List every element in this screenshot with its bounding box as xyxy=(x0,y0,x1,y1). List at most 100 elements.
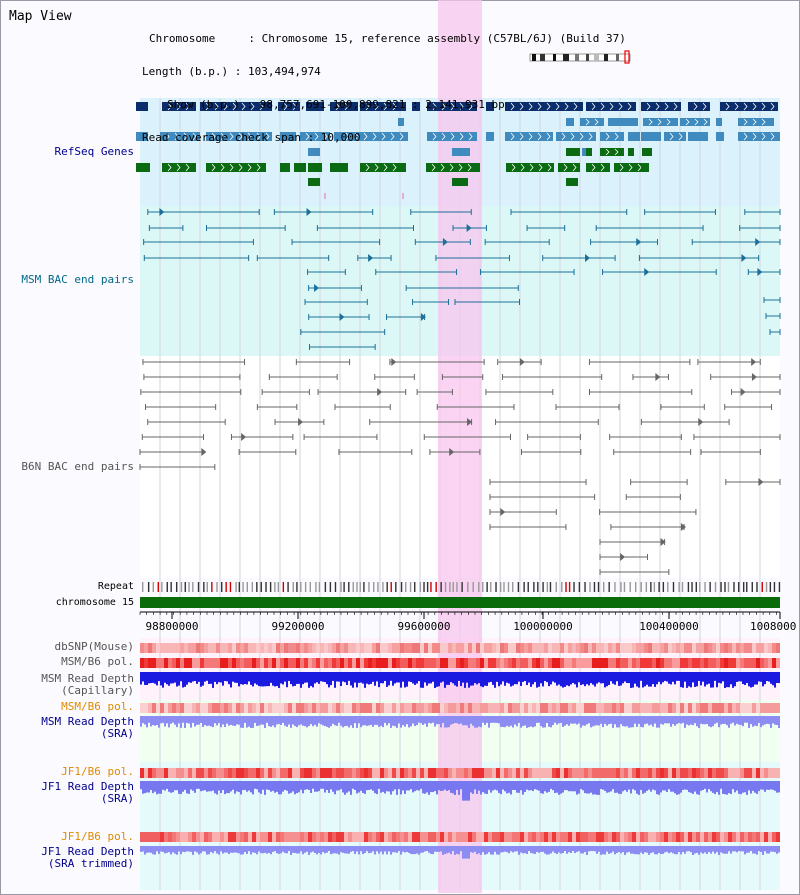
read-depth-bar xyxy=(590,716,592,728)
track-label-refseq-genes[interactable]: RefSeq Genes xyxy=(54,145,134,158)
read-depth-bar xyxy=(406,716,408,725)
polymorphism-cell xyxy=(312,643,316,653)
polymorphism-cell xyxy=(484,768,488,778)
track-label-repeat[interactable]: Repeat xyxy=(97,581,134,592)
polymorphism-cell xyxy=(232,832,236,842)
polymorphism-cell xyxy=(388,703,392,713)
gene-strand-marker xyxy=(468,102,473,111)
gene-strand-marker xyxy=(725,102,730,111)
read-depth-bar xyxy=(304,672,306,683)
track-label-msm-bac[interactable]: MSM BAC end pairs xyxy=(21,273,134,286)
read-depth-bar xyxy=(176,781,178,791)
read-depth-bar xyxy=(514,846,516,852)
polymorphism-cell xyxy=(208,768,212,778)
read-depth-bar xyxy=(374,672,376,686)
gene-feature-green xyxy=(452,178,468,186)
read-depth-bar xyxy=(448,672,450,685)
polymorphism-cell xyxy=(672,703,676,713)
track-label-jf1-depth-trimmed[interactable]: JF1 Read Depth (SRA trimmed) xyxy=(41,845,134,870)
polymorphism-cell xyxy=(320,832,324,842)
read-depth-bar xyxy=(284,716,286,726)
read-depth-bar xyxy=(340,716,342,726)
polymorphism-cell xyxy=(192,832,196,842)
read-depth-bar xyxy=(384,781,386,794)
read-depth-bar xyxy=(320,846,322,855)
read-depth-bar xyxy=(332,716,334,724)
read-depth-bar xyxy=(272,716,274,726)
repeat-element xyxy=(778,582,781,592)
read-depth-bar xyxy=(496,846,498,855)
polymorphism-cell xyxy=(696,768,700,778)
polymorphism-cell xyxy=(384,658,388,668)
gene-strand-marker xyxy=(441,132,446,141)
read-depth-bar xyxy=(588,716,590,724)
info-show: Show (b.p.) : 98,757,691-100,899,821 : 2… xyxy=(167,98,505,111)
polymorphism-cell xyxy=(240,658,244,668)
track-label-msm-depth-sra[interactable]: MSM Read Depth (SRA) xyxy=(41,715,134,740)
gene-feature-green xyxy=(600,148,624,156)
read-depth-bar xyxy=(612,846,614,852)
track-label-msm-b6-pol-sra[interactable]: MSM/B6 pol. xyxy=(61,700,134,713)
polymorphism-cell xyxy=(444,658,448,668)
track-label-jf1-depth-sra[interactable]: JF1 Read Depth (SRA) xyxy=(41,780,134,805)
read-depth-bar xyxy=(246,781,248,792)
read-depth-bar xyxy=(750,672,752,688)
ideogram-band xyxy=(594,54,599,61)
read-depth-bar xyxy=(470,846,472,853)
read-depth-bar xyxy=(444,672,446,688)
read-depth-bar xyxy=(302,781,304,794)
read-depth-bar xyxy=(202,781,204,791)
polymorphism-cell xyxy=(380,643,384,653)
polymorphism-cell xyxy=(408,643,412,653)
repeat-element xyxy=(157,582,159,592)
read-depth-bar xyxy=(210,716,212,727)
read-depth-bar xyxy=(316,846,318,855)
track-label-jf1-b6-pol-2[interactable]: JF1/B6 pol. xyxy=(61,830,134,843)
polymorphism-cell xyxy=(400,703,404,713)
read-depth-bar xyxy=(146,781,148,793)
read-depth-bar xyxy=(628,846,630,852)
read-depth-bar xyxy=(664,781,666,791)
read-depth-bar xyxy=(372,716,374,727)
read-depth-bar xyxy=(162,846,164,852)
track-label-jf1-b6-pol[interactable]: JF1/B6 pol. xyxy=(61,765,134,778)
polymorphism-cell xyxy=(440,643,444,653)
polymorphism-cell xyxy=(732,703,736,713)
read-depth-bar xyxy=(244,672,246,685)
read-depth-bar xyxy=(510,716,512,726)
read-depth-bar xyxy=(748,672,750,687)
read-depth-bar xyxy=(468,781,470,801)
gene-strand-marker xyxy=(374,163,379,172)
read-depth-bar xyxy=(504,672,506,686)
read-depth-bar xyxy=(692,716,694,726)
gene-strand-marker xyxy=(399,132,404,141)
read-depth-bar xyxy=(222,781,224,791)
polymorphism-cell xyxy=(476,832,480,842)
read-depth-bar xyxy=(326,846,328,853)
read-depth-bar xyxy=(512,846,514,853)
polymorphism-cell xyxy=(564,832,568,842)
polymorphism-cell xyxy=(200,768,204,778)
read-depth-bar xyxy=(752,781,754,791)
read-depth-bar xyxy=(154,716,156,726)
read-depth-bar xyxy=(320,716,322,725)
info-coverage-span: Read coverage check span : 10,000 xyxy=(142,131,361,144)
read-depth-bar xyxy=(498,846,500,855)
read-depth-bar xyxy=(426,781,428,793)
polymorphism-cell xyxy=(264,658,268,668)
polymorphism-cell xyxy=(540,768,544,778)
track-label-msm-depth-capillary[interactable]: MSM Read Depth (Capillary) xyxy=(41,672,134,697)
read-depth-bar xyxy=(676,846,678,855)
read-depth-bar xyxy=(542,781,544,794)
polymorphism-cell xyxy=(716,768,720,778)
read-depth-bar xyxy=(212,781,214,791)
track-label-dbsnp[interactable]: dbSNP(Mouse) xyxy=(54,640,134,653)
b6n-bac-pair-arrow xyxy=(519,358,525,366)
polymorphism-cell xyxy=(612,643,616,653)
track-label-b6n-bac[interactable]: B6N BAC end pairs xyxy=(21,460,134,473)
read-depth-bar xyxy=(714,672,716,681)
polymorphism-cell xyxy=(272,768,276,778)
track-label-msm-b6-pol[interactable]: MSM/B6 pol. xyxy=(61,655,134,668)
read-depth-bar xyxy=(616,716,618,728)
read-depth-bar xyxy=(454,781,456,795)
